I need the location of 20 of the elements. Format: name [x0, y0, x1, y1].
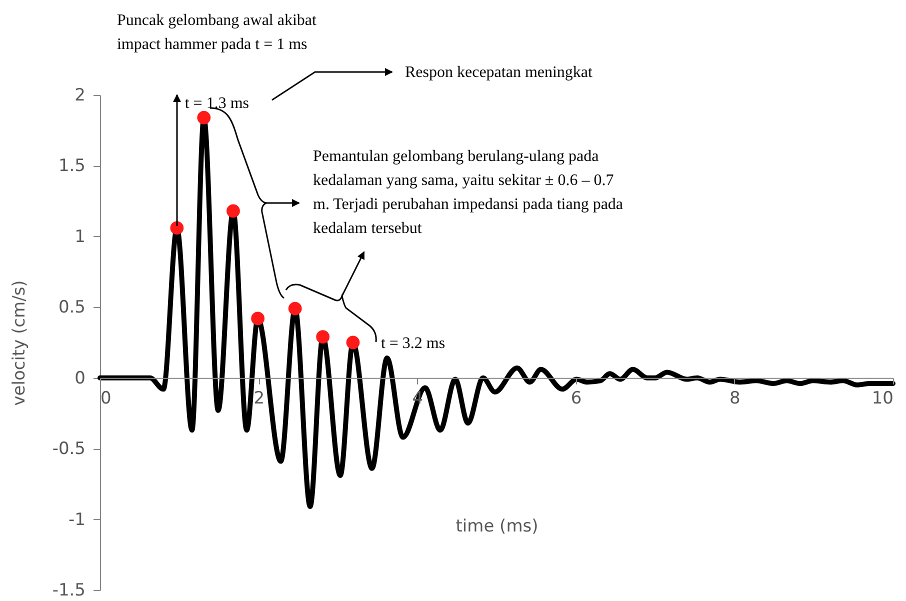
- y-tick-label: 0.5: [58, 298, 86, 318]
- y-tick-label: -1.5: [52, 580, 86, 600]
- y-axis-title: velocity (cm/s): [9, 280, 30, 406]
- y-tick-label: 0: [74, 368, 86, 388]
- y-tick-label: 1: [74, 226, 86, 247]
- y-tick-label: 1.5: [58, 156, 86, 176]
- x-axis-title: time (ms): [456, 516, 538, 536]
- x-tick-label: 2: [254, 388, 265, 408]
- text: Puncak gelombang awal akibat impact hammer pada t = 1 ms: [116, 12, 318, 53]
- y-tick-label: -1: [68, 510, 86, 530]
- x-tick-label: 8: [729, 388, 740, 408]
- x-tick-label: 10: [872, 388, 894, 408]
- y-tick-label: -0.5: [52, 439, 86, 460]
- text: Respon kecepatan meningkat: [404, 64, 594, 82]
- x-tick-label: 0: [100, 388, 112, 408]
- y-tick-label: 2: [74, 86, 86, 106]
- annotation: Pemantulan gelombang berulang-ulang pada kedalaman yang sama, yaitu sekitar ± 0.6 – 0.7 m. Terjadi perubahan impedansi pada tiang pada kedalam tersebut: [313, 148, 624, 238]
- annotation: t = 3.2 ms: [380, 334, 446, 352]
- annotation: t = 1.3 ms: [184, 95, 249, 112]
- x-tick-label: 6: [570, 388, 582, 408]
